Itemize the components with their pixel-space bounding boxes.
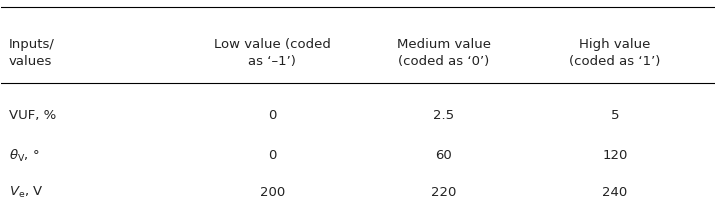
- Text: 2.5: 2.5: [433, 109, 454, 122]
- Text: $\theta_\mathrm{V}$, °: $\theta_\mathrm{V}$, °: [9, 148, 39, 164]
- Text: 0: 0: [268, 149, 276, 162]
- Text: 0: 0: [268, 109, 276, 122]
- Text: 60: 60: [435, 149, 452, 162]
- Text: Medium value
(coded as ‘0’): Medium value (coded as ‘0’): [397, 38, 490, 68]
- Text: 220: 220: [431, 186, 456, 199]
- Text: VUF, %: VUF, %: [9, 109, 56, 122]
- Text: Inputs/
values: Inputs/ values: [9, 38, 54, 68]
- Text: 5: 5: [611, 109, 619, 122]
- Text: 200: 200: [260, 186, 285, 199]
- Text: 240: 240: [602, 186, 627, 199]
- Text: High value
(coded as ‘1’): High value (coded as ‘1’): [569, 38, 660, 68]
- Text: $\it{V}_\mathrm{e}$, V: $\it{V}_\mathrm{e}$, V: [9, 185, 43, 200]
- Text: Low value (coded
as ‘–1’): Low value (coded as ‘–1’): [214, 38, 331, 68]
- Text: 120: 120: [602, 149, 627, 162]
